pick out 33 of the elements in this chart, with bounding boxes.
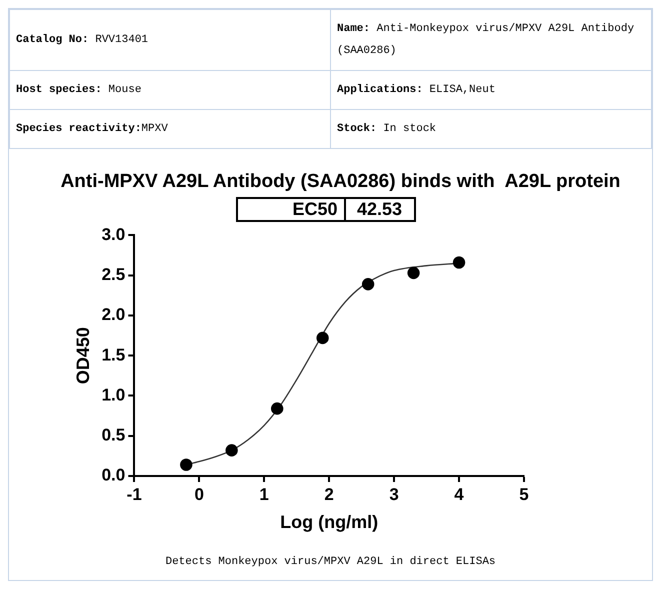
y-tick-label: 3.0 [102,224,126,244]
x-tick-label: 3 [389,484,399,504]
text: Host species: Mouse [10,70,330,110]
text: Stock: In stock [330,110,652,148]
text: Catalog No: RVV13401 [10,10,330,70]
text: Applications: ELISA,Neut [330,70,652,110]
text: 42.53 [356,199,404,220]
y-axis-title: OD450 [72,327,93,384]
x-tick-label: 1 [259,484,269,504]
x-tick-label: 4 [454,484,464,504]
point [270,402,284,415]
text: EC50 [238,199,346,220]
text: Detects Monkeypox virus/MPXV A29L in direct ELISAs [164,555,497,570]
x-tick-label: 0 [194,484,204,504]
point [180,458,192,471]
text: Name: Anti-Monkeypox virus/MPXV A29L Antibody (SAA0286) [330,10,652,70]
chart-title: Anti-MPXV A29L Antibody (SAA0286) binds with A29L protein [60,171,622,193]
point [226,444,238,456]
point [362,278,374,290]
point [316,332,329,344]
y-tick-label: 2.5 [102,265,126,284]
x-tick-label: 2 [324,484,334,504]
y-tick-label: 1.0 [102,385,126,404]
x-tick-label: 5 [519,484,529,504]
y-tick-label: 1.5 [102,345,126,364]
x-axis-title: Log (ng/ml) [280,512,378,532]
y-tick-label: 0.0 [102,466,126,485]
point [407,266,420,280]
point [452,256,466,269]
x-tick-label: -1 [126,484,142,504]
text: Species reactivity:MPXV [10,110,330,148]
y-tick-label: 2.0 [102,305,126,324]
y-tick-label: 0.5 [102,426,126,445]
